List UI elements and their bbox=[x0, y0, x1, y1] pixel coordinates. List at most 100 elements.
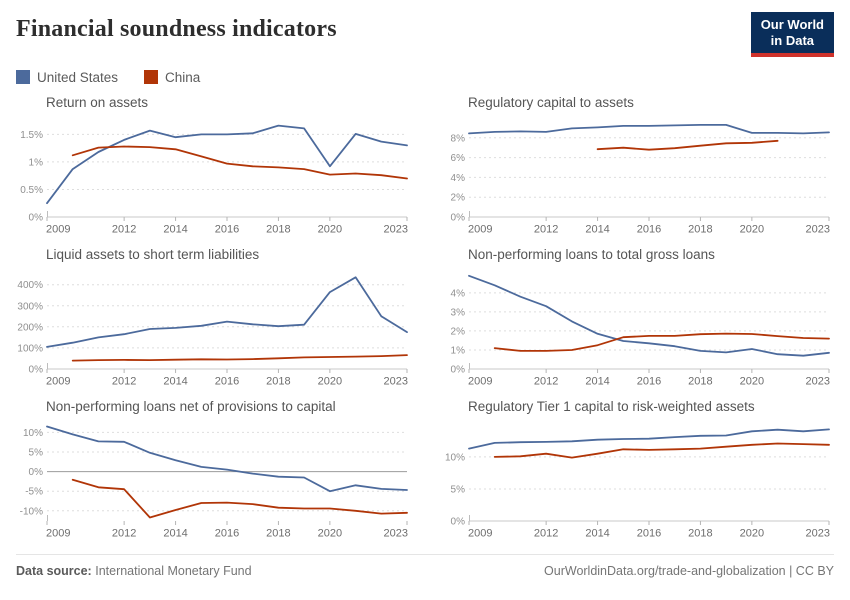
data-source-label: Data source: bbox=[16, 563, 92, 578]
chart-title: Non-performing loans to total gross loan… bbox=[468, 246, 715, 262]
svg-text:2020: 2020 bbox=[318, 375, 342, 387]
owid-url-link[interactable]: OurWorldinData.org/trade-and-globalizati… bbox=[544, 563, 834, 578]
chart-panel-tier1-capital: Regulatory Tier 1 capital to risk-weight… bbox=[438, 399, 834, 545]
chart-panel-npl-net-of-provisions: Non-performing loans net of provisions t… bbox=[16, 399, 412, 545]
svg-text:3%: 3% bbox=[451, 307, 466, 318]
svg-text:2012: 2012 bbox=[534, 527, 558, 539]
svg-text:2014: 2014 bbox=[163, 375, 187, 387]
chart-panel-return-on-assets: Return on assets 0% 0.5% 1% 1.5% 2009 2012 201… bbox=[16, 95, 412, 241]
svg-text:0%: 0% bbox=[451, 212, 466, 223]
svg-text:2018: 2018 bbox=[266, 375, 290, 387]
svg-text:2009: 2009 bbox=[46, 223, 70, 235]
chart-canvas: 0% 5% 10% 2009 2012 2014 2016 2018 2020 2023 bbox=[445, 427, 830, 539]
svg-text:2009: 2009 bbox=[468, 375, 492, 387]
svg-text:4%: 4% bbox=[451, 288, 466, 299]
chart-title: Liquid assets to short term liabilities bbox=[46, 246, 260, 262]
svg-text:10%: 10% bbox=[23, 427, 43, 438]
data-source: Data source: International Monetary Fund bbox=[16, 564, 252, 578]
svg-text:5%: 5% bbox=[29, 447, 44, 458]
svg-text:8%: 8% bbox=[451, 133, 466, 144]
svg-text:6%: 6% bbox=[451, 153, 466, 164]
svg-text:2012: 2012 bbox=[112, 527, 136, 539]
owid-logo-line2: in Data bbox=[770, 33, 815, 49]
svg-text:2023: 2023 bbox=[384, 375, 408, 387]
svg-text:0.5%: 0.5% bbox=[20, 185, 43, 196]
svg-text:2020: 2020 bbox=[740, 375, 764, 387]
page-footer: Data source: International Monetary Fund… bbox=[16, 553, 834, 578]
svg-text:2016: 2016 bbox=[637, 375, 661, 387]
svg-text:2%: 2% bbox=[451, 192, 466, 203]
svg-text:2016: 2016 bbox=[637, 527, 661, 539]
svg-text:1%: 1% bbox=[29, 157, 44, 168]
svg-text:2018: 2018 bbox=[688, 375, 712, 387]
legend-label-united-states: United States bbox=[37, 69, 119, 85]
svg-text:200%: 200% bbox=[17, 322, 43, 333]
svg-text:2009: 2009 bbox=[468, 223, 492, 235]
svg-text:-10%: -10% bbox=[20, 506, 43, 517]
svg-text:2012: 2012 bbox=[112, 223, 136, 235]
svg-text:400%: 400% bbox=[17, 280, 43, 291]
svg-text:2012: 2012 bbox=[112, 375, 136, 387]
svg-text:2012: 2012 bbox=[534, 375, 558, 387]
svg-text:2020: 2020 bbox=[740, 223, 764, 235]
chart-canvas: -10% -5% 0% 5% 10% 2009 2012 2014 2016 2018 2020 20… bbox=[20, 425, 408, 539]
svg-text:2023: 2023 bbox=[806, 527, 830, 539]
chart-canvas: 0% 1% 2% 3% 4% 2009 2012 2014 2016 2018 2020 2023 bbox=[451, 274, 830, 387]
chart-panel-liquid-assets: Liquid assets to short term liabilities … bbox=[16, 247, 412, 393]
svg-text:0%: 0% bbox=[29, 467, 44, 478]
svg-text:0%: 0% bbox=[29, 212, 44, 223]
svg-text:2014: 2014 bbox=[585, 223, 609, 235]
legend-item-united-states[interactable]: United States bbox=[16, 70, 118, 85]
svg-text:0%: 0% bbox=[451, 516, 466, 527]
svg-text:2023: 2023 bbox=[384, 223, 408, 235]
svg-text:2023: 2023 bbox=[806, 375, 830, 387]
chart-canvas: 0% 2% 4% 6% 8% 2009 2012 2014 2016 2018 2020 2023 bbox=[451, 123, 830, 235]
legend-label-china: China bbox=[165, 69, 201, 85]
svg-text:2018: 2018 bbox=[688, 527, 712, 539]
svg-text:5%: 5% bbox=[451, 484, 466, 495]
data-source-value: International Monetary Fund bbox=[95, 563, 252, 578]
chart-title: Return on assets bbox=[46, 94, 149, 110]
chart-title: Regulatory capital to assets bbox=[468, 94, 634, 110]
svg-text:2018: 2018 bbox=[266, 527, 290, 539]
chart-canvas: 0% 0.5% 1% 1.5% 2009 2012 2014 2016 2018 2020 2023 bbox=[20, 124, 408, 235]
svg-text:300%: 300% bbox=[17, 301, 43, 312]
entity-legend: United States China bbox=[16, 70, 834, 85]
svg-text:2016: 2016 bbox=[215, 375, 239, 387]
svg-text:2018: 2018 bbox=[688, 223, 712, 235]
svg-text:2012: 2012 bbox=[534, 223, 558, 235]
chart-title: Non-performing loans net of provisions t… bbox=[46, 398, 336, 414]
svg-text:1%: 1% bbox=[451, 345, 466, 356]
svg-text:2014: 2014 bbox=[585, 527, 609, 539]
legend-swatch-united-states bbox=[16, 70, 30, 84]
svg-text:100%: 100% bbox=[17, 343, 43, 354]
svg-text:2014: 2014 bbox=[585, 375, 609, 387]
svg-text:10%: 10% bbox=[445, 452, 465, 463]
legend-item-china[interactable]: China bbox=[144, 70, 200, 85]
chart-canvas: 0% 100% 200% 300% 400% 2009 2012 2014 2016 2018 20… bbox=[17, 275, 408, 387]
svg-text:2023: 2023 bbox=[806, 223, 830, 235]
svg-text:0%: 0% bbox=[451, 364, 466, 375]
svg-text:2020: 2020 bbox=[318, 527, 342, 539]
svg-text:0%: 0% bbox=[29, 364, 44, 375]
chart-panel-regulatory-capital-to-assets: Regulatory capital to assets 0% 2% 4% 6% 8% 2… bbox=[438, 95, 834, 241]
page-title: Financial soundness indicators bbox=[16, 16, 337, 42]
svg-text:2018: 2018 bbox=[266, 223, 290, 235]
svg-text:2014: 2014 bbox=[163, 223, 187, 235]
chart-panel-npl-to-gross-loans: Non-performing loans to total gross loan… bbox=[438, 247, 834, 393]
svg-text:2%: 2% bbox=[451, 326, 466, 337]
svg-text:2020: 2020 bbox=[740, 527, 764, 539]
page-header: Financial soundness indicators Our World… bbox=[16, 12, 834, 57]
svg-text:-5%: -5% bbox=[25, 486, 43, 497]
svg-text:2009: 2009 bbox=[46, 375, 70, 387]
svg-text:4%: 4% bbox=[451, 172, 466, 183]
legend-swatch-china bbox=[144, 70, 159, 84]
svg-text:2016: 2016 bbox=[215, 223, 239, 235]
owid-logo-line1: Our World bbox=[760, 17, 824, 32]
svg-text:2016: 2016 bbox=[637, 223, 661, 235]
charts-grid: Return on assets 0% 0.5% 1% 1.5% 2009 2012 201… bbox=[16, 95, 834, 545]
svg-text:2020: 2020 bbox=[318, 223, 342, 235]
chart-title: Regulatory Tier 1 capital to risk-weight… bbox=[468, 398, 755, 414]
owid-logo[interactable]: Our World in Data bbox=[750, 12, 834, 57]
svg-text:2016: 2016 bbox=[215, 527, 239, 539]
